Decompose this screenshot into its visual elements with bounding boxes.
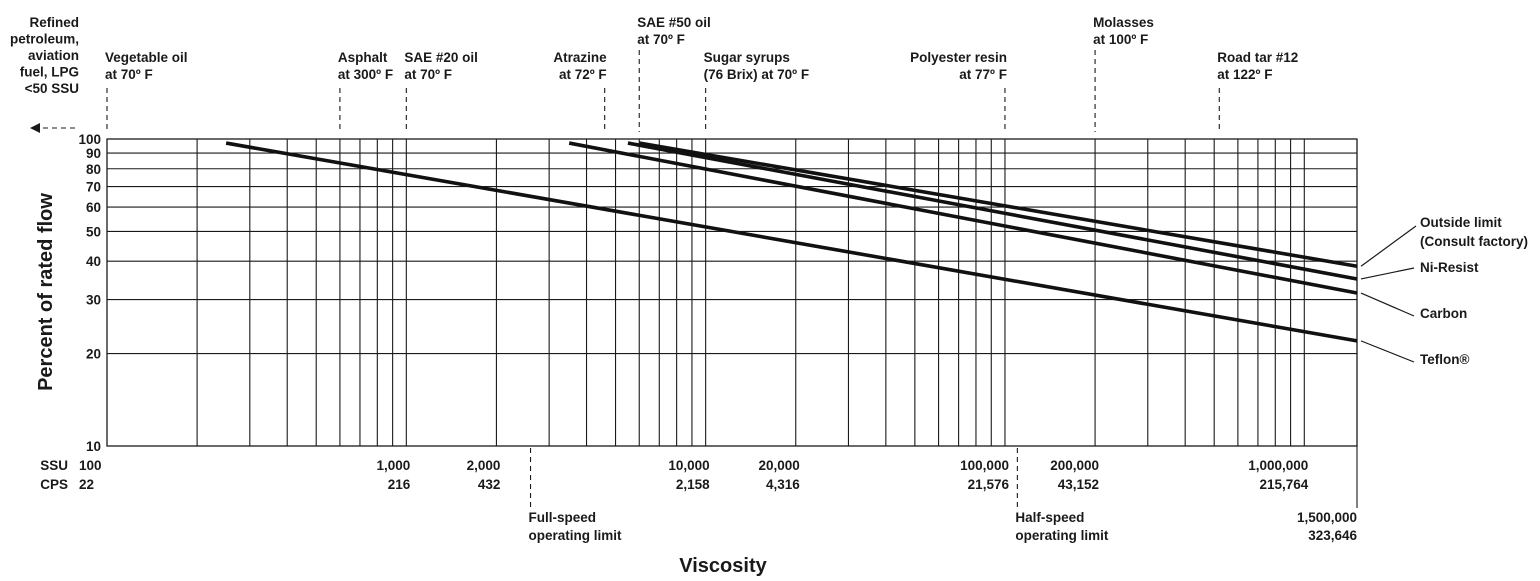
- fluid-label-1: Asphalt at 300º F: [338, 50, 393, 82]
- y-tick-label-60: 60: [86, 200, 101, 215]
- x-tick-ssu-5: 100,000: [960, 458, 1009, 473]
- x-tick-cps-1: 216: [388, 477, 411, 492]
- plot-frame: [106, 138, 1358, 447]
- x-tick-cps-5: 21,576: [968, 477, 1010, 492]
- x-tick-cps-7: 215,764: [1259, 477, 1308, 492]
- x-tick-ssu-0: 100: [79, 458, 102, 473]
- y-tick-label-10: 10: [86, 439, 101, 454]
- legend-leader-2: [1360, 292, 1415, 317]
- x-tick-ssu-4: 20,000: [758, 458, 799, 473]
- fluid-label-3: Atrazine at 72º F: [553, 50, 607, 82]
- low-viscosity-note: Refined petroleum, aviation fuel, LPG <50 SS…: [10, 15, 79, 96]
- x-tick-cps-2: 432: [478, 477, 501, 492]
- legend-label-0: Outside limit (Consult factory): [1420, 215, 1528, 249]
- axes: 102030405060708090100SSUCPS100221,000216…: [40, 132, 1358, 543]
- x-tick-ssu-6: 200,000: [1050, 458, 1099, 473]
- legend: Outside limit (Consult factory) Ni-Resist C…: [1360, 215, 1528, 367]
- fluid-annotations: Vegetable oil at 70º F Asphalt at 300º F SAE…: [10, 15, 1298, 133]
- fluid-label-0: Vegetable oil at 70º F: [105, 50, 188, 82]
- y-tick-label-100: 100: [78, 132, 101, 147]
- x-tick-cps-6: 43,152: [1058, 477, 1099, 492]
- x-tick-ssu-7: 1,000,000: [1248, 458, 1308, 473]
- y-tick-label-40: 40: [86, 254, 101, 269]
- y-tick-label-50: 50: [86, 224, 101, 239]
- legend-label-2: Carbon: [1420, 306, 1467, 321]
- x-tick-cps-3: 2,158: [676, 477, 710, 492]
- x-tick-ssu-2: 2,000: [467, 458, 501, 473]
- y-tick-label-80: 80: [86, 162, 101, 177]
- series-line-1: [627, 141, 1358, 281]
- x-row-label-ssu: SSU: [40, 458, 68, 473]
- operating-limit-label-1: Half-speed operating limit: [1015, 510, 1109, 543]
- y-tick-label-30: 30: [86, 293, 101, 308]
- y-tick-label-90: 90: [86, 146, 101, 161]
- x-row-label-cps: CPS: [40, 477, 68, 492]
- y-tick-label-70: 70: [86, 180, 101, 195]
- series-line-2: [568, 141, 1358, 295]
- legend-leader-3: [1360, 340, 1415, 363]
- grid: [106, 138, 1358, 447]
- operating-limit-label-0: Full-speed operating limit: [529, 510, 623, 543]
- fluid-label-5: Sugar syrups (76 Brix) at 70º F: [704, 50, 809, 82]
- fluid-label-7: Molasses at 100º F: [1093, 15, 1154, 47]
- x-end-tick-cps: 323,646: [1308, 528, 1357, 543]
- x-tick-cps-4: 4,316: [766, 477, 800, 492]
- y-axis-title: Percent of rated flow: [35, 193, 57, 391]
- x-end-tick-ssu: 1,500,000: [1297, 510, 1357, 525]
- x-tick-ssu-3: 10,000: [668, 458, 709, 473]
- x-tick-cps-0: 22: [79, 477, 94, 492]
- fluid-label-8: Road tar #12 at 122º F: [1217, 50, 1298, 82]
- legend-label-3: Teflon®: [1420, 352, 1469, 367]
- fluid-label-2: SAE #20 oil at 70º F: [404, 50, 478, 82]
- fluid-label-4: SAE #50 oil at 70º F: [637, 15, 711, 47]
- x-tick-ssu-1: 1,000: [377, 458, 411, 473]
- low-viscosity-arrow-head: [30, 123, 40, 133]
- legend-leader-1: [1360, 267, 1415, 280]
- series-line-3: [225, 141, 1358, 343]
- legend-leader-0: [1360, 225, 1417, 267]
- x-axis-title: Viscosity: [679, 555, 767, 577]
- y-tick-label-20: 20: [86, 347, 101, 362]
- series-lines: [225, 141, 1358, 343]
- fluid-label-6: Polyester resin at 77º F: [910, 50, 1007, 82]
- series-line-0: [638, 141, 1358, 269]
- legend-label-1: Ni-Resist: [1420, 260, 1479, 275]
